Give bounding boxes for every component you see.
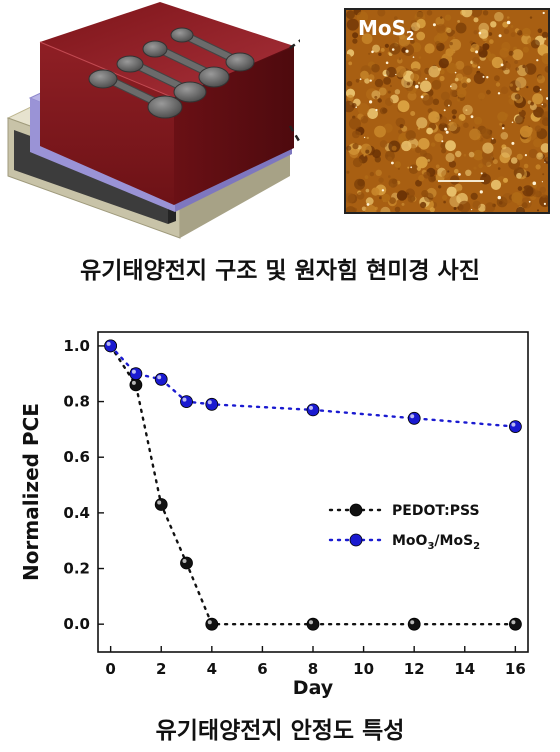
- x-tick-label: 0: [105, 660, 115, 678]
- data-point-highlight: [182, 397, 187, 402]
- zoom-line-bottom: [288, 125, 300, 145]
- data-point: [205, 397, 219, 411]
- electrode-pads: [88, 27, 255, 119]
- data-point-highlight: [410, 620, 415, 625]
- data-point-highlight: [511, 620, 516, 625]
- data-point-highlight: [157, 500, 162, 505]
- active-layer-front: [40, 42, 174, 205]
- data-point: [104, 339, 117, 353]
- x-tick-label: 10: [353, 660, 374, 678]
- active-layer-side: [174, 46, 294, 205]
- data-point-highlight: [309, 620, 313, 625]
- data-point-highlight: [410, 414, 415, 419]
- data-point-highlight: [131, 369, 136, 374]
- stability-chart: 0 2 4 6 8 10 12 14 16 0.0 0.2 0.4 0.6 0.8 1.0 Day Nor…: [19, 331, 529, 699]
- data-point-highlight: [309, 405, 313, 410]
- zoom-line-top: [289, 39, 300, 50]
- data-point-highlight: [207, 620, 212, 625]
- x-tick-label: 6: [257, 660, 267, 678]
- y-tick-label: 0.8: [63, 393, 90, 411]
- x-tick-label: 16: [505, 660, 526, 678]
- data-point: [407, 411, 421, 425]
- data-point: [129, 378, 143, 392]
- y-tick-label: 0.4: [63, 504, 90, 522]
- data-point: [154, 372, 168, 386]
- legend-marker: [349, 533, 363, 547]
- x-tick-label: 14: [454, 660, 475, 678]
- y-tick-label: 0.0: [63, 615, 90, 633]
- x-axis-label: Day: [293, 677, 334, 699]
- afm-image: MoS2: [344, 8, 550, 214]
- data-point-highlight: [157, 375, 162, 380]
- legend: PEDOT:PSS MoO3/MoS2: [328, 503, 480, 552]
- data-point: [180, 556, 193, 570]
- legend-label: MoO3/MoS2: [392, 533, 480, 552]
- data-point-highlight: [131, 380, 136, 385]
- data-point: [180, 395, 193, 408]
- afm-scale-bar: [438, 180, 484, 182]
- figure-caption-top: 유기태양전지 구조 및 원자힘 현미경 사진: [80, 258, 480, 284]
- data-point: [407, 617, 421, 631]
- x-tick-label: 12: [404, 660, 425, 678]
- data-point-highlight: [207, 400, 212, 405]
- x-tick-label: 2: [156, 660, 166, 678]
- data-point-highlight: [511, 422, 516, 427]
- data-point: [205, 617, 219, 631]
- y-tick-label: 1.0: [63, 337, 90, 355]
- afm-texture: [346, 10, 548, 212]
- data-point: [306, 617, 320, 631]
- data-point-highlight: [182, 559, 187, 563]
- y-tick-label: 0.2: [63, 560, 90, 578]
- data-point: [509, 617, 522, 631]
- device-schematic: [6, 2, 300, 239]
- y-tick-label: 0.6: [63, 448, 90, 466]
- x-tick-label: 8: [308, 660, 318, 678]
- data-point: [306, 403, 320, 417]
- data-point: [509, 420, 522, 433]
- x-tick-label: 4: [207, 660, 217, 678]
- series-line-0: [109, 344, 517, 626]
- legend-label: PEDOT:PSS: [392, 503, 480, 519]
- afm-label: MoS2: [358, 16, 415, 43]
- figure-caption-bottom: 유기태양전지 안정도 특성: [155, 718, 405, 744]
- data-point: [129, 367, 143, 381]
- legend-marker: [349, 503, 363, 517]
- y-axis-label: Normalized PCE: [19, 403, 43, 581]
- data-point: [154, 498, 168, 511]
- data-point-highlight: [106, 341, 111, 346]
